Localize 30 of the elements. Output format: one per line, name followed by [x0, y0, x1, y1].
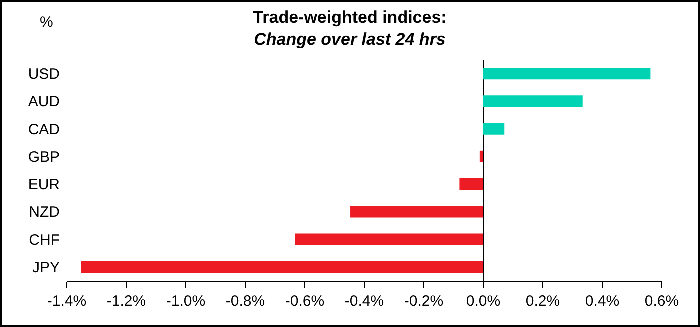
x-tick-label: -0.2% [404, 293, 444, 310]
y-tick-label: CAD [28, 121, 60, 138]
bar [484, 68, 651, 80]
bar [81, 261, 484, 273]
x-tick-label: -0.4% [344, 293, 384, 310]
y-tick-label: NZD [29, 204, 60, 222]
x-tick-label: -0.8% [226, 293, 266, 310]
x-tick-label: 0.2% [526, 293, 560, 310]
text: % [40, 14, 54, 31]
x-tick-label: -1.4% [47, 293, 87, 310]
bar [350, 206, 484, 218]
x-tick-label: -1.2% [106, 293, 146, 310]
bar [484, 96, 583, 108]
x-tick-label: 0.6% [644, 293, 680, 310]
y-tick-label: EUR [28, 176, 60, 194]
bar [484, 123, 505, 135]
x-tick-label: 0.4% [585, 293, 620, 310]
bar [460, 178, 484, 190]
y-tick-label: CHF [29, 232, 60, 249]
bar [295, 234, 484, 246]
y-tick-label: JPY [32, 259, 60, 276]
x-tick-label: 0.0% [466, 293, 501, 310]
y-tick-label: GBP [28, 148, 60, 166]
chart-subtitle: Change over last 24 hrs [254, 30, 446, 50]
x-tick-label: -0.6% [285, 293, 325, 310]
x-tick-label: -1.0% [166, 293, 206, 310]
y-tick-label: USD [28, 66, 60, 84]
chart-title: Trade-weighted indices: [253, 8, 447, 27]
y-tick-label: AUD [28, 94, 60, 111]
bar [480, 150, 484, 162]
